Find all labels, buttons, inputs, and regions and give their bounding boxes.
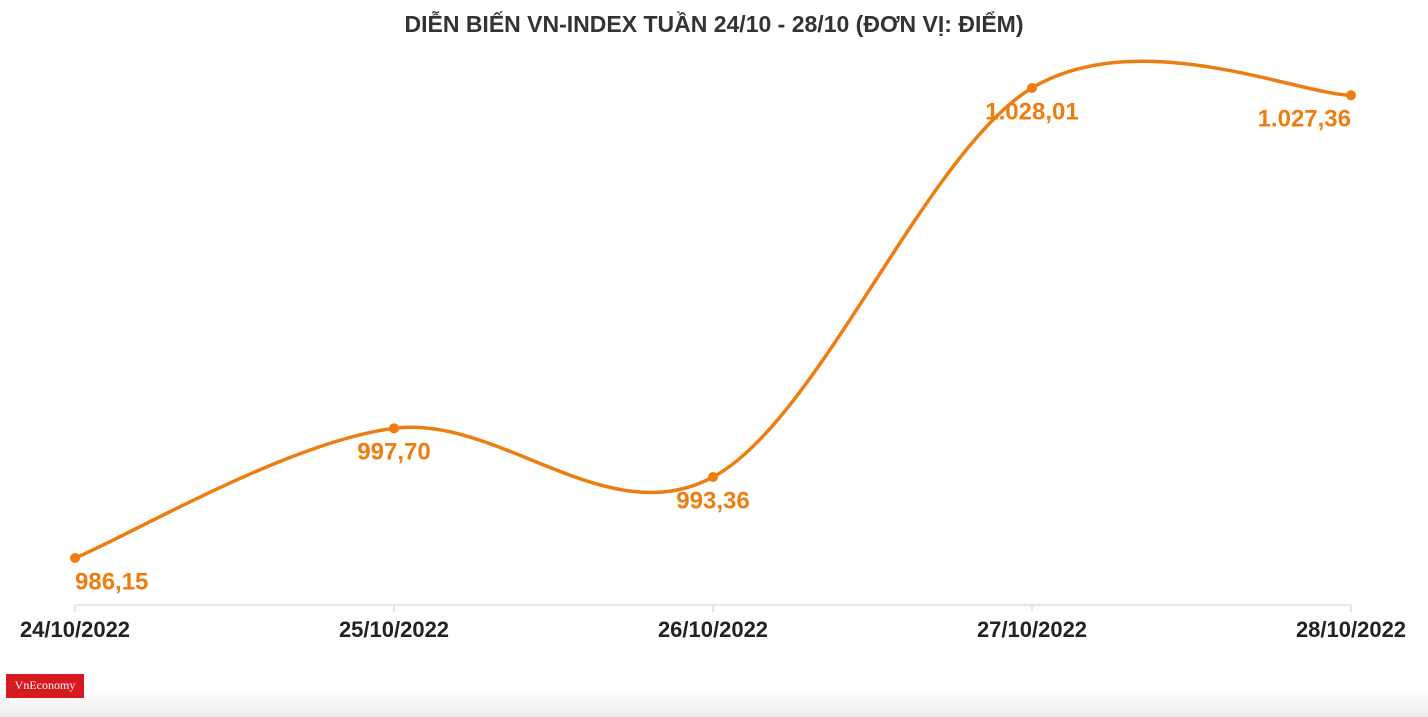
value-label: 997,70: [357, 439, 430, 466]
point: [708, 472, 718, 483]
point: [1027, 83, 1037, 93]
value-label: 993,36: [676, 487, 749, 514]
line: [74, 59, 1352, 560]
value-label: 1.027,36: [1258, 106, 1351, 133]
x-tick-label: 24/10/2022: [20, 617, 130, 642]
chart-title: DIỄN BIẾN VN-INDEX TUẦN 24/10 - 28/10 (Đ…: [404, 9, 1023, 37]
x-tick-label: 27/10/2022: [977, 617, 1087, 642]
value-label: 986,15: [75, 568, 148, 595]
point: [1346, 90, 1356, 101]
x-tick-label: 25/10/2022: [339, 617, 449, 642]
x-tick-label: 28/10/2022: [1296, 617, 1406, 642]
point: [70, 553, 80, 563]
logo: VnEconomy: [15, 678, 76, 692]
footer-shade: [0, 690, 1428, 717]
x-tick-label: 26/10/2022: [658, 617, 768, 642]
point: [389, 423, 399, 434]
value-label: 1.028,01: [985, 98, 1078, 125]
logo-box: [6, 674, 84, 698]
